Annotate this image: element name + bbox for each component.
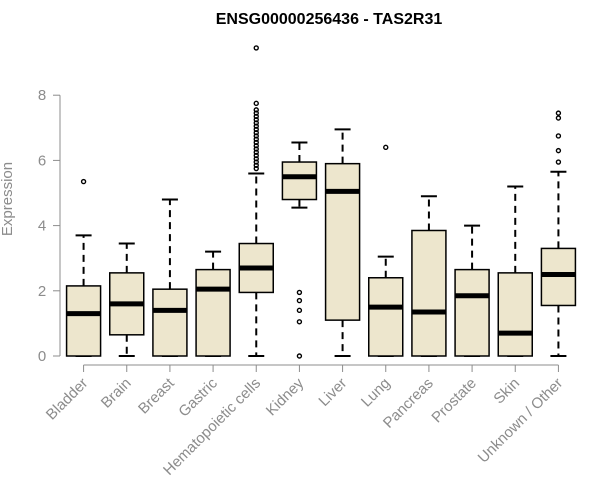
outlier-point [253,156,259,162]
box-liver [324,128,361,357]
x-tick-label: Prostate [428,375,480,427]
x-tick-label: Breast [135,374,178,417]
outlier-point [296,289,303,296]
outlier-point [555,147,562,154]
y-tick-label: 0 [38,348,46,365]
box-lung [368,144,404,357]
outlier-point [296,307,303,314]
y-axis: 0 2 4 6 8 [38,87,61,365]
outlier-point [253,136,259,142]
outlier-point [555,110,562,116]
outlier-point [253,139,259,146]
outlier-point [253,165,259,172]
outlier-point [296,353,303,359]
outlier-point [253,100,259,107]
outlier-point [253,126,259,133]
outlier-point [80,178,87,185]
box-kidney [281,141,318,359]
y-tick-label: 2 [38,283,46,300]
box-gastric [195,250,231,357]
x-tick-label: Kidney [263,374,308,419]
box-prostate [454,224,490,357]
x-tick-label: Bladder [43,375,92,424]
outlier-point [555,159,562,165]
outlier-point [383,144,389,151]
x-tick-label: Skin [490,375,523,408]
y-tick-label: 6 [38,152,46,169]
y-tick-label: 4 [38,218,46,235]
outlier-point [253,146,259,152]
box-body [368,277,404,357]
box-breast [152,198,188,357]
outlier-point [296,319,303,325]
y-tick-label: 8 [38,87,46,104]
outlier-point [253,159,259,165]
outlier-point [253,45,259,51]
outlier-point [253,143,259,149]
outlier-point [253,107,259,113]
outlier-point [555,115,562,121]
box-body [281,161,318,201]
x-tick-label: Lung [358,375,394,411]
box-hematopoietic-cells [238,45,274,357]
x-tick-label: Liver [315,375,350,410]
box-unknown-other [540,110,577,357]
x-tick-label: Brain [98,375,135,412]
box-pancreas [411,195,447,357]
box-bladder [65,178,102,357]
box-body [454,268,490,357]
outlier-point [253,129,259,136]
outlier-point [253,120,259,126]
outlier-point [253,152,259,159]
outlier-point [296,297,303,304]
outlier-point [253,162,259,168]
outlier-point [253,113,259,120]
chart-title: ENSG00000256436 - TAS2R31 [216,11,443,28]
box-body [195,268,231,357]
boxes [65,45,577,359]
outlier-point [555,133,562,139]
box-body [497,272,533,357]
outlier-point [253,133,259,139]
outlier-point [253,116,259,123]
box-skin [497,185,533,357]
box-body [65,285,102,357]
outlier-point [253,149,259,155]
outlier-point [253,110,259,116]
box-body [411,229,447,357]
outlier-point [253,123,259,129]
box-body [152,288,188,357]
y-axis-label: Expression [0,162,16,236]
box-brain [109,242,145,357]
box-body [324,162,361,321]
